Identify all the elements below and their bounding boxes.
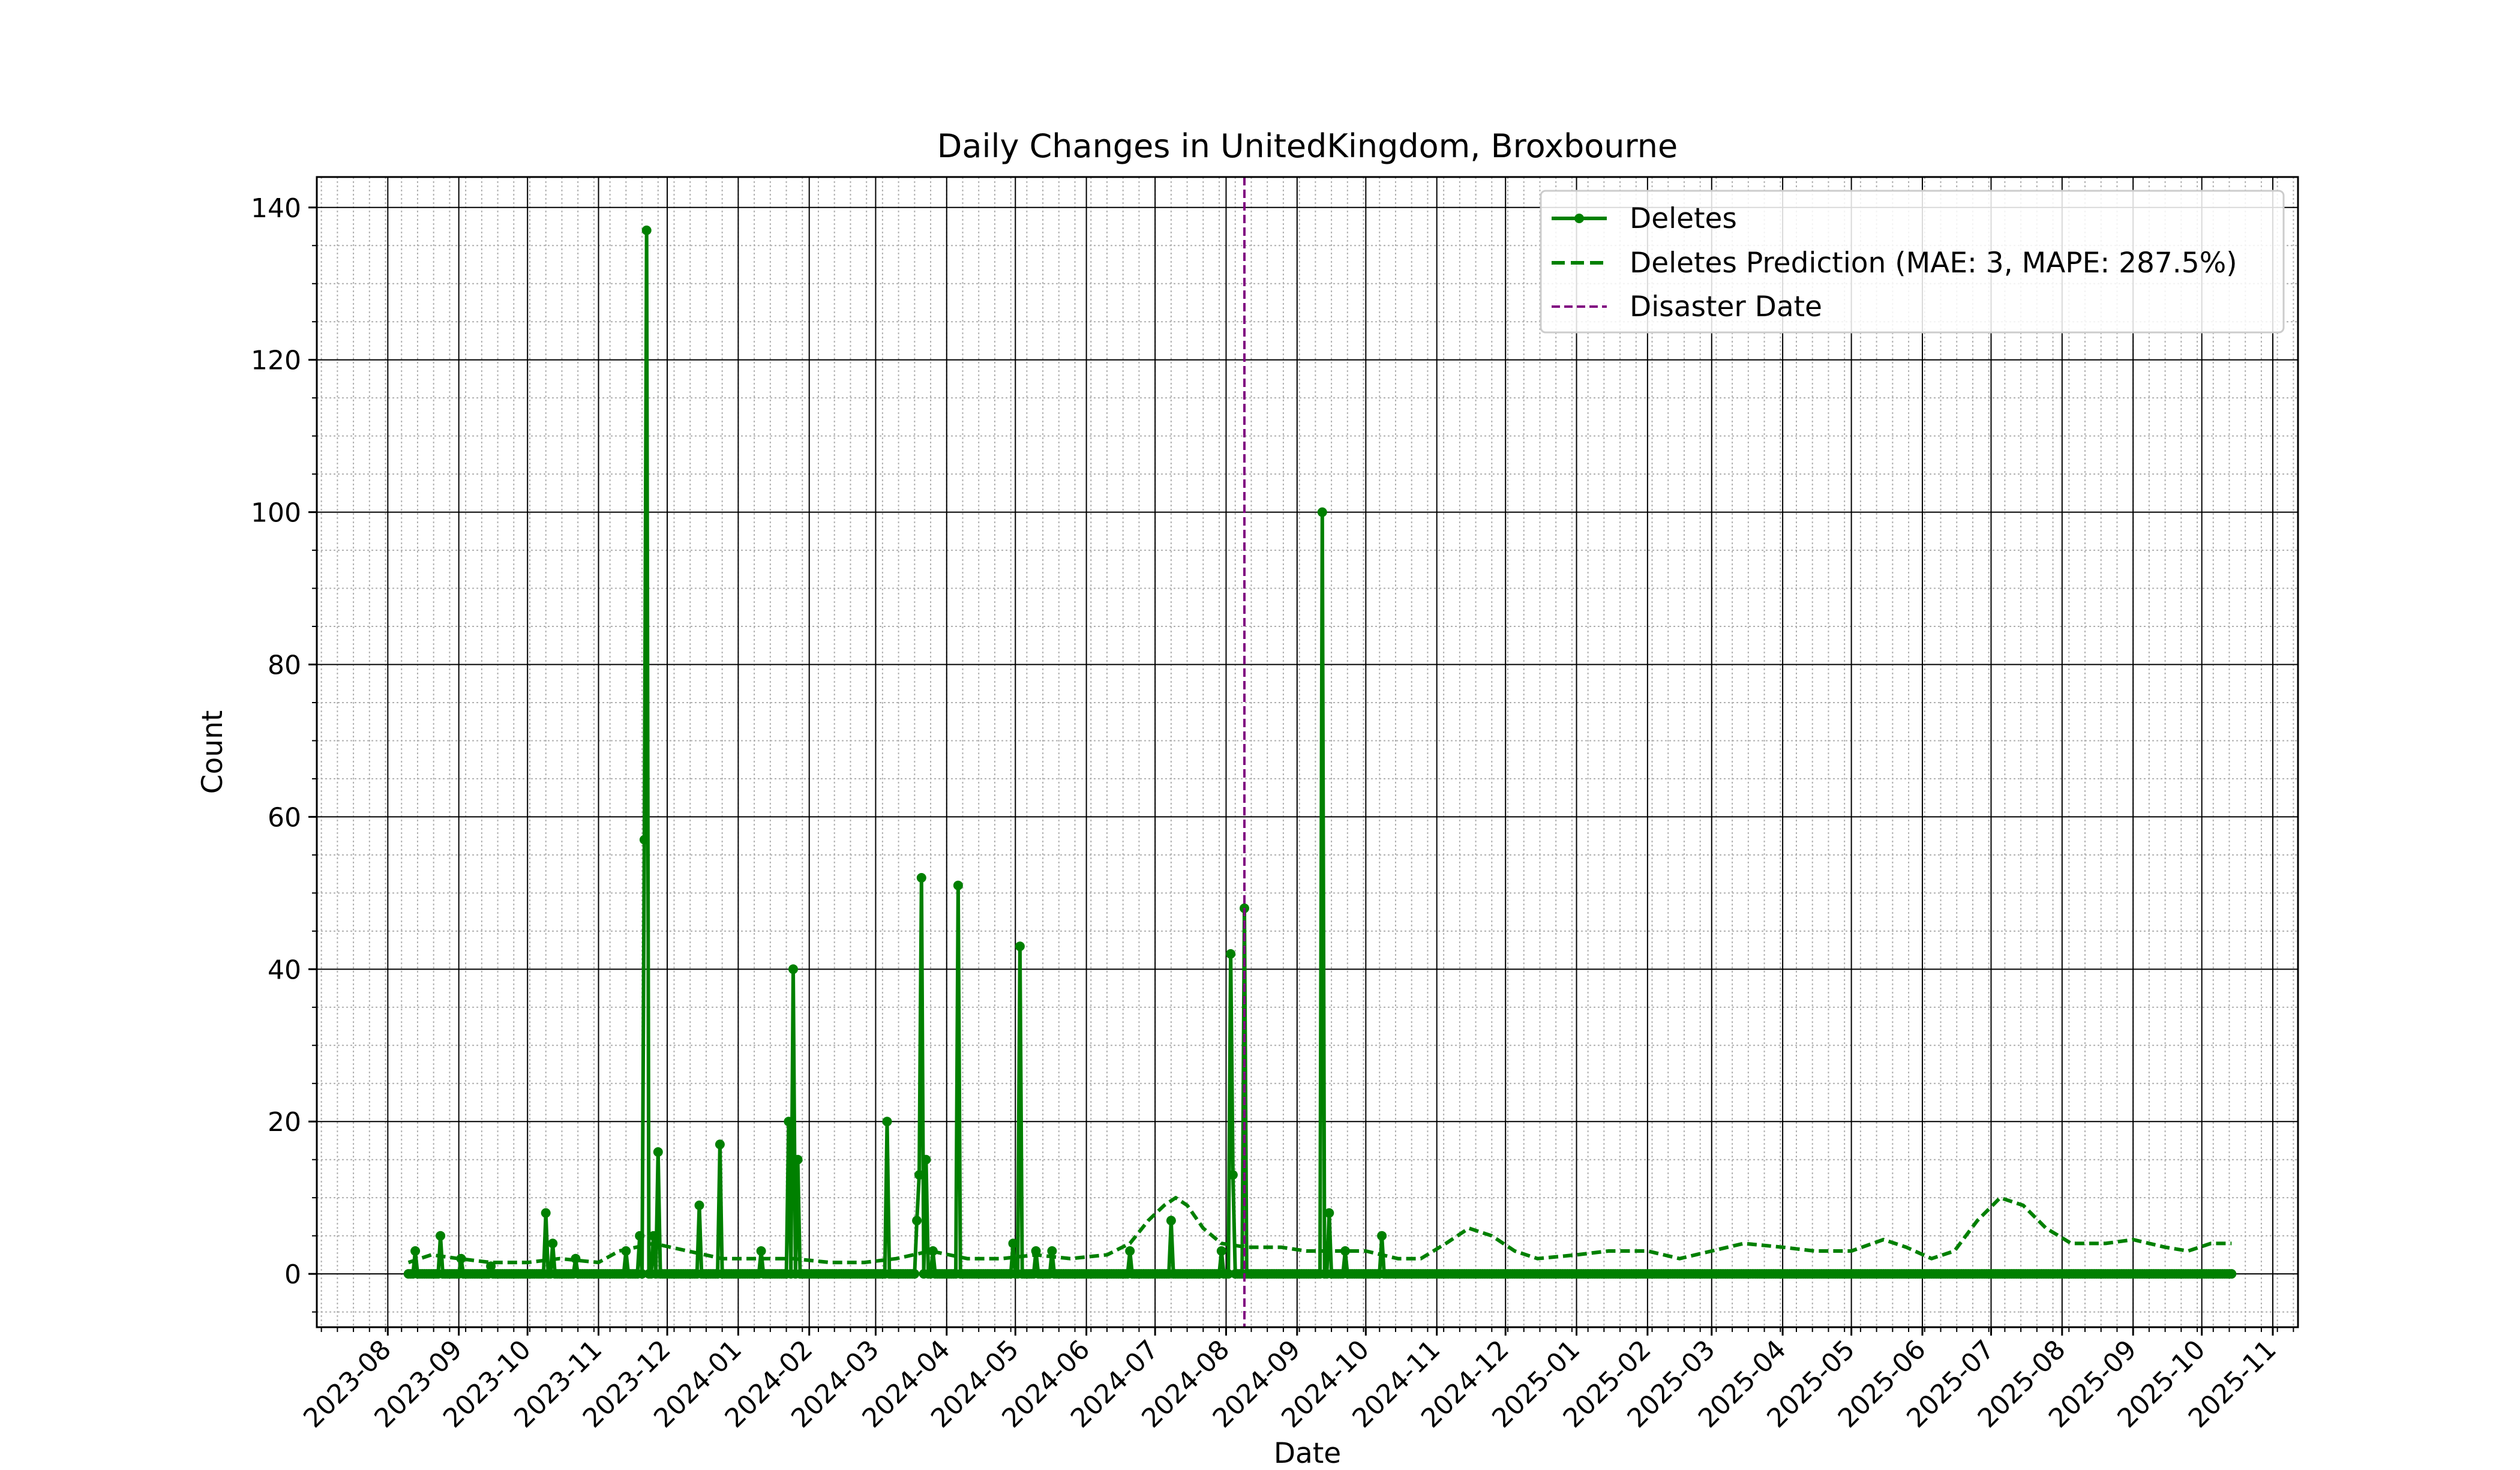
chart-title: Daily Changes in UnitedKingdom, Broxbour… (937, 127, 1678, 165)
y-tick-label: 40 (268, 955, 301, 985)
y-tick-label: 0 (284, 1259, 301, 1290)
legend-box (1540, 190, 2285, 334)
deletes-spike-point (694, 1200, 704, 1210)
deletes-spike-point (1015, 941, 1025, 952)
legend-deletes-label: Deletes (1630, 202, 1737, 235)
deletes-spike-point (639, 835, 649, 845)
y-tick-label: 120 (251, 346, 301, 376)
deletes-point (1223, 1269, 1234, 1279)
y-tick-label: 20 (268, 1107, 301, 1138)
minor-grid (317, 177, 2298, 1327)
deletes-spike-point (916, 873, 926, 883)
x-axis-label: Date (1274, 1437, 1341, 1470)
deletes-spike-point (1340, 1246, 1350, 1256)
major-grid (317, 177, 2298, 1327)
deletes-spike-point (1226, 949, 1236, 959)
deletes-spike-point (756, 1246, 766, 1256)
y-tick-label: 140 (251, 193, 301, 224)
deletes-spike-point (1324, 1208, 1334, 1218)
deletes-spike-point (921, 1154, 931, 1165)
y-tick-label: 60 (268, 802, 301, 833)
deletes-spike-point (1166, 1216, 1176, 1226)
deletes-spike-point (882, 1117, 892, 1127)
deletes-spike-point (548, 1238, 558, 1249)
legend-prediction-label: Deletes Prediction (MAE: 3, MAPE: 287.5%… (1630, 247, 2237, 280)
deletes-spike-point (1216, 1246, 1226, 1256)
deletes-spike-point (793, 1154, 803, 1165)
deletes-spike-point (953, 880, 963, 890)
deletes-spike-point (541, 1208, 551, 1218)
deletes-spike-point (1377, 1231, 1387, 1241)
legend: Deletes Deletes Prediction (MAE: 3, MAPE… (1540, 190, 2285, 334)
deletes-spike-point (410, 1246, 421, 1256)
deletes-spike-point (1047, 1246, 1057, 1256)
deletes-spike-point (788, 964, 798, 974)
deletes-spike-point (456, 1253, 466, 1264)
deletes-spike-point (914, 1170, 924, 1180)
deletes-spike-point (649, 1231, 659, 1241)
deletes-spike-point (1008, 1238, 1018, 1249)
y-tick-label: 100 (251, 498, 301, 529)
deletes-spike-point (784, 1117, 794, 1127)
deletes-spike-point (436, 1231, 446, 1241)
deletes-spike-point (1125, 1246, 1135, 1256)
deletes-line (408, 228, 2232, 1276)
deletes-spike-point (912, 1216, 922, 1226)
deletes-spike-point (641, 225, 652, 235)
deletes-point (637, 1269, 647, 1279)
series-layer (403, 177, 2237, 1327)
y-tick-label: 80 (268, 650, 301, 681)
deletes-spike-point (715, 1139, 725, 1150)
plot-frame (316, 176, 2299, 1328)
deletes-point (910, 1269, 920, 1279)
deletes-spike-point (653, 1147, 663, 1157)
deletes-spike-point (635, 1231, 645, 1241)
y-axis-label: Count (196, 710, 229, 794)
deletes-spike-point (1228, 1170, 1238, 1180)
legend-deletes-marker (1574, 214, 1584, 223)
prediction-line (407, 1196, 2232, 1265)
deletes-spike-point (1317, 507, 1327, 517)
legend-disaster-label: Disaster Date (1630, 290, 1822, 323)
deletes-point (2227, 1269, 2237, 1279)
